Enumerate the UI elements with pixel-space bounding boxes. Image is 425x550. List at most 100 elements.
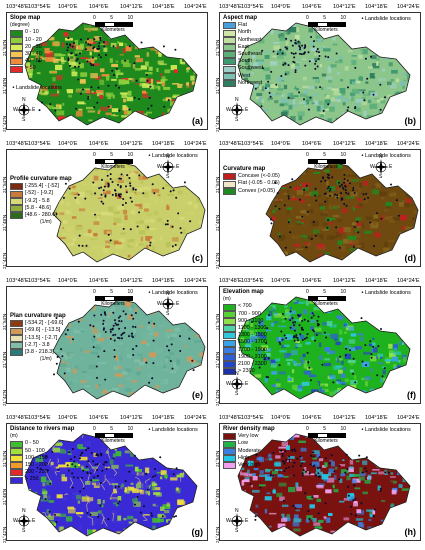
landslide-point (129, 182, 131, 185)
landslide-point (281, 454, 284, 457)
landslide-point (316, 65, 319, 68)
landslide-point (103, 185, 106, 188)
landslide-point (332, 381, 335, 384)
landslide-point (105, 468, 108, 470)
scale-bar: 0 5 10 Kilometers (93, 152, 133, 170)
landslide-point (115, 194, 117, 197)
scale-number: 5 (323, 152, 326, 158)
scale-label: Kilometers (101, 26, 125, 33)
landslide-point (318, 475, 321, 478)
legend-row: [-534.2] - [-69.6] (10, 320, 66, 328)
scale-numbers: 0 5 10 (93, 152, 133, 158)
landslide-point (104, 313, 107, 316)
landslide-point (268, 91, 271, 94)
landslide-point (132, 348, 134, 351)
landslide-point (303, 98, 305, 101)
landslide-point (152, 362, 155, 365)
landslide-point (119, 195, 122, 198)
landslide-point (172, 189, 175, 192)
landslide-point (96, 101, 99, 104)
landslide-point (135, 345, 138, 347)
landslide-point (112, 334, 115, 337)
legend-swatch (223, 79, 236, 87)
landslide-legend-label: Landslide locations (365, 153, 411, 159)
landslide-point (324, 179, 327, 182)
legend-row: 900 - 1100 (223, 318, 267, 325)
landslide-point (312, 220, 315, 223)
landslide-point (283, 462, 286, 465)
map-frame: Profile curvature map [-255.4] - [-52] [-5… (6, 149, 208, 267)
landslide-point (379, 487, 382, 490)
landslide-point (354, 107, 356, 110)
landslide-point (352, 189, 355, 192)
basin-boundary (237, 22, 411, 126)
lon-tick-label: 103°48'E (6, 415, 29, 421)
scale-graphic (308, 22, 346, 27)
landslide-point (142, 192, 145, 195)
compass-w: W (13, 518, 18, 524)
landslide-point (102, 202, 105, 205)
landslide-point (377, 345, 380, 348)
landslide-point (81, 244, 84, 247)
legend-class-label: [-69.6] - [-13.5] (25, 327, 61, 334)
landslide-point (104, 461, 107, 464)
legend-class-label: 200 - 250 (25, 469, 48, 476)
landslide-point (312, 45, 315, 48)
landslide-point (308, 366, 311, 369)
landslide-point (307, 51, 310, 54)
longitude-ticks: 103°48'E 103°54'E 104°0'E 104°6'E 104°12'E 10… (215, 276, 421, 286)
landslide-point (287, 466, 290, 469)
landslide-point (308, 60, 311, 63)
landslide-point (132, 325, 134, 328)
scale-number: 10 (127, 289, 133, 295)
legend-class-label: 900 - 1100 (238, 317, 264, 324)
landslide-point (94, 463, 97, 466)
landslide-point (317, 315, 320, 318)
scale-number: 0 (93, 15, 96, 21)
landslide-point (138, 211, 141, 214)
landslide-point (79, 490, 82, 493)
landslide-point (370, 356, 373, 359)
landslide-point (316, 48, 319, 50)
legend-swatch (10, 320, 23, 328)
compass-w: W (226, 107, 231, 113)
landslide-point (146, 79, 149, 82)
landslide-point (300, 326, 303, 329)
landslide-point (281, 338, 284, 341)
landslide-point (340, 183, 343, 186)
landslide-point (312, 314, 315, 317)
landslide-point (66, 464, 69, 467)
landslide-point (163, 105, 166, 108)
lon-tick-label: 104°6'E (302, 141, 322, 147)
legend-class-label: < 700 (238, 303, 252, 310)
landslide-point (49, 103, 52, 106)
landslide-point (292, 321, 295, 324)
legend-row: > 2300 (223, 368, 267, 376)
landslide-point (286, 47, 288, 50)
landslide-point (347, 485, 350, 488)
landslide-point (74, 196, 77, 199)
longitude-ticks: 103°48'E 103°54'E 104°0'E 104°6'E 104°12'E 10… (215, 2, 421, 12)
legend-swatch (10, 58, 23, 66)
legend-title: River density map (223, 426, 275, 432)
landslide-point (134, 312, 137, 314)
landslide-point (96, 376, 98, 379)
landslide-point (290, 52, 293, 54)
landslide-legend: • Landslide locations (360, 153, 411, 159)
landslide-point (336, 194, 339, 197)
landslide-point (75, 59, 78, 62)
landslide-point (322, 176, 324, 179)
landslide-point (89, 472, 92, 475)
scale-bar: 0 5 10 Kilometers (93, 289, 133, 307)
landslide-point (41, 101, 44, 104)
landslide-point (329, 194, 331, 197)
landslide-point (331, 176, 334, 179)
legend-class-label: 1100 - 1300 (238, 325, 267, 332)
landslide-point (81, 451, 84, 454)
landslide-point (189, 220, 192, 223)
landslide-point (347, 192, 350, 195)
compass-n: N (379, 154, 383, 160)
lon-tick-label: 103°54'E (28, 141, 51, 147)
landslide-point (118, 320, 121, 322)
